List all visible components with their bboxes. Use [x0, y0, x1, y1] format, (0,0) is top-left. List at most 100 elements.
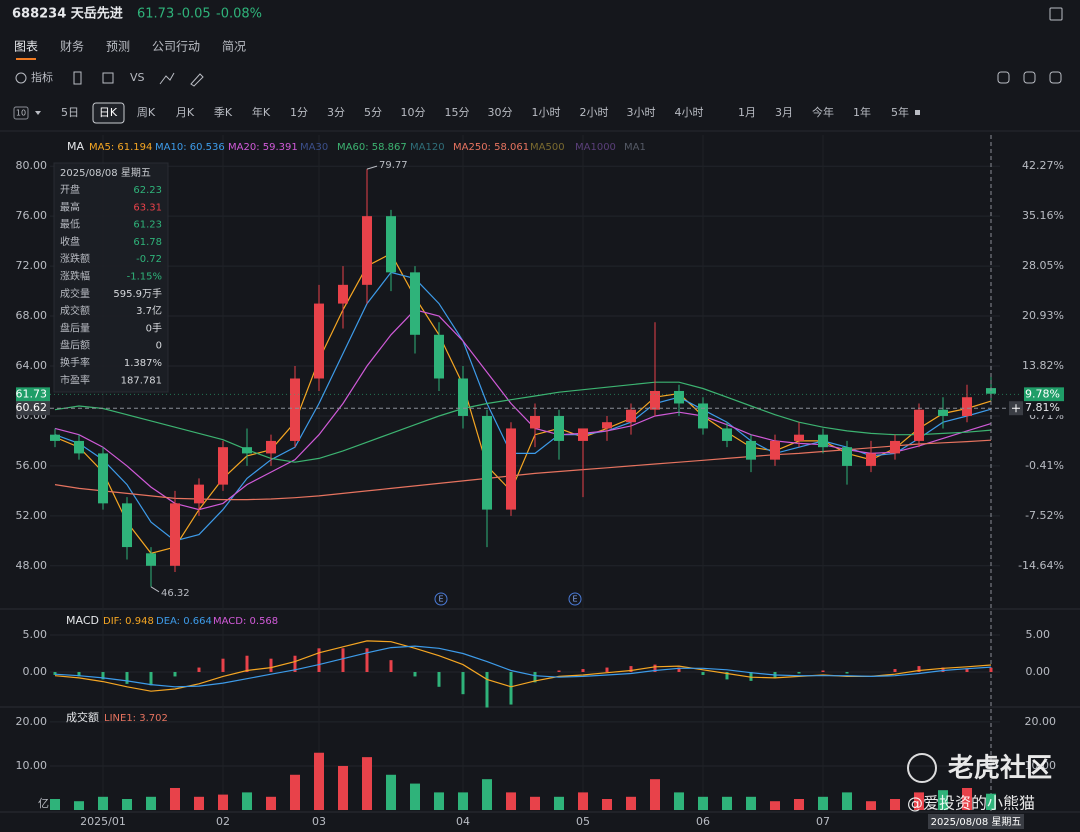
- event-marker[interactable]: [434, 592, 448, 606]
- period[interactable]: 日K: [99, 106, 118, 119]
- high-label: 79.77: [379, 160, 408, 171]
- candle-body: [890, 440, 900, 454]
- macd-bar: [125, 672, 129, 684]
- high-pointer: [366, 165, 378, 170]
- period[interactable]: 5分: [364, 106, 382, 119]
- period[interactable]: 1小时: [532, 106, 561, 119]
- volume-bar: [890, 799, 900, 811]
- period[interactable]: 1分: [290, 106, 308, 119]
- tab[interactable]: 公司行动: [152, 40, 200, 54]
- selector-box[interactable]: [13, 106, 29, 120]
- candle-body: [170, 503, 180, 566]
- info-label: 换手率: [60, 356, 90, 369]
- period-arrow: [915, 110, 920, 115]
- legend-entry-inactive: MA500: [530, 142, 565, 153]
- price-tag-label: 61.73: [16, 387, 48, 400]
- info-label: 成交额: [60, 304, 90, 317]
- macd-bar: [437, 672, 441, 687]
- volume-bar: [938, 790, 948, 811]
- period[interactable]: 年K: [252, 105, 271, 119]
- volume-unit: 亿: [38, 797, 49, 810]
- info-label: 涨跌额: [60, 252, 90, 265]
- x-tick-label: 06: [696, 815, 710, 828]
- tab[interactable]: 图表: [14, 40, 38, 54]
- legend-entry-inactive: MA1000: [575, 142, 616, 153]
- period[interactable]: 15分: [445, 106, 470, 119]
- legend-entry: MA20: 59.391: [228, 142, 298, 153]
- tab[interactable]: 预测: [106, 40, 130, 54]
- volume-bar: [746, 796, 756, 811]
- period[interactable]: 今年: [812, 105, 834, 119]
- macd-bar: [413, 672, 417, 677]
- period[interactable]: 5年: [891, 105, 909, 119]
- watermark-logo: [907, 753, 937, 783]
- x-tick-label: 07: [816, 815, 830, 828]
- volume-bar: [146, 796, 156, 811]
- period[interactable]: 1年: [853, 105, 871, 119]
- pct-tag-label: 9.78%: [1025, 387, 1060, 400]
- crosshair-pct-tag: [1024, 401, 1064, 416]
- volume-bar: [386, 774, 396, 811]
- macd-bar: [725, 672, 729, 680]
- macd-bar: [629, 666, 633, 673]
- info-panel: [53, 162, 169, 393]
- volume-bar: [914, 792, 924, 811]
- candle-body: [242, 447, 252, 454]
- candle-body: [266, 440, 276, 454]
- x-tick-label: 05: [576, 815, 590, 828]
- macd-bar: [461, 672, 465, 695]
- volume-bar: [986, 793, 996, 811]
- macd-bar: [149, 672, 153, 686]
- period[interactable]: 季K: [214, 106, 233, 119]
- volume-bar: [122, 799, 132, 811]
- candle-body: [314, 303, 324, 379]
- period[interactable]: 3小时: [627, 106, 656, 119]
- exit-icon[interactable]: [1049, 7, 1063, 21]
- volume-bar: [98, 796, 108, 811]
- candle-body: [434, 334, 444, 379]
- x-tick-label: 04: [456, 815, 470, 828]
- volume-bar: [698, 796, 708, 811]
- candle-body: [458, 378, 468, 416]
- candle-icon[interactable]: [73, 71, 82, 85]
- legend-entry-inactive: MA30: [300, 142, 328, 153]
- period[interactable]: 1月: [738, 106, 756, 119]
- event-marker[interactable]: [568, 592, 582, 606]
- macd-bar: [677, 667, 681, 673]
- active-period: [92, 102, 125, 124]
- stock-name: 688234 天岳先进: [12, 6, 123, 22]
- tab[interactable]: 简况: [222, 40, 246, 54]
- info-label: 最低: [60, 218, 80, 231]
- info-value: 3.7亿: [136, 304, 162, 317]
- info-value: -0.72: [136, 254, 162, 265]
- event-label: E: [572, 595, 577, 604]
- period[interactable]: 5日: [61, 106, 79, 119]
- period[interactable]: 2小时: [580, 106, 609, 119]
- toolbar-item[interactable]: 指标: [31, 70, 53, 84]
- macd-bar: [581, 669, 585, 673]
- period[interactable]: 3月: [775, 106, 793, 119]
- macd-bar: [509, 672, 513, 705]
- chart-icon[interactable]: [159, 72, 175, 85]
- period[interactable]: 月K: [176, 106, 195, 119]
- period[interactable]: 30分: [488, 106, 513, 119]
- pen-icon[interactable]: [190, 73, 204, 87]
- period[interactable]: 10分: [401, 106, 426, 119]
- legend-entry-inactive: MA1: [624, 142, 646, 153]
- tab[interactable]: 财务: [60, 39, 84, 54]
- indicator-icon[interactable]: [15, 72, 27, 84]
- toolbar-icon[interactable]: [997, 71, 1010, 84]
- volume-bar: [218, 794, 228, 811]
- toolbar-item[interactable]: VS: [130, 71, 145, 84]
- x-tick-label: 02: [216, 815, 230, 828]
- candle-body: [674, 390, 684, 404]
- period[interactable]: 周K: [137, 106, 156, 119]
- macd-bar: [77, 672, 81, 677]
- period[interactable]: 4小时: [675, 106, 704, 119]
- toolbar-icon[interactable]: [1023, 71, 1036, 84]
- volume-bar: [458, 792, 468, 811]
- draw-icon[interactable]: [102, 72, 114, 84]
- toolbar-icon[interactable]: [1049, 71, 1062, 84]
- period[interactable]: 3分: [327, 106, 345, 119]
- y-tick-label: 68.00: [16, 309, 48, 322]
